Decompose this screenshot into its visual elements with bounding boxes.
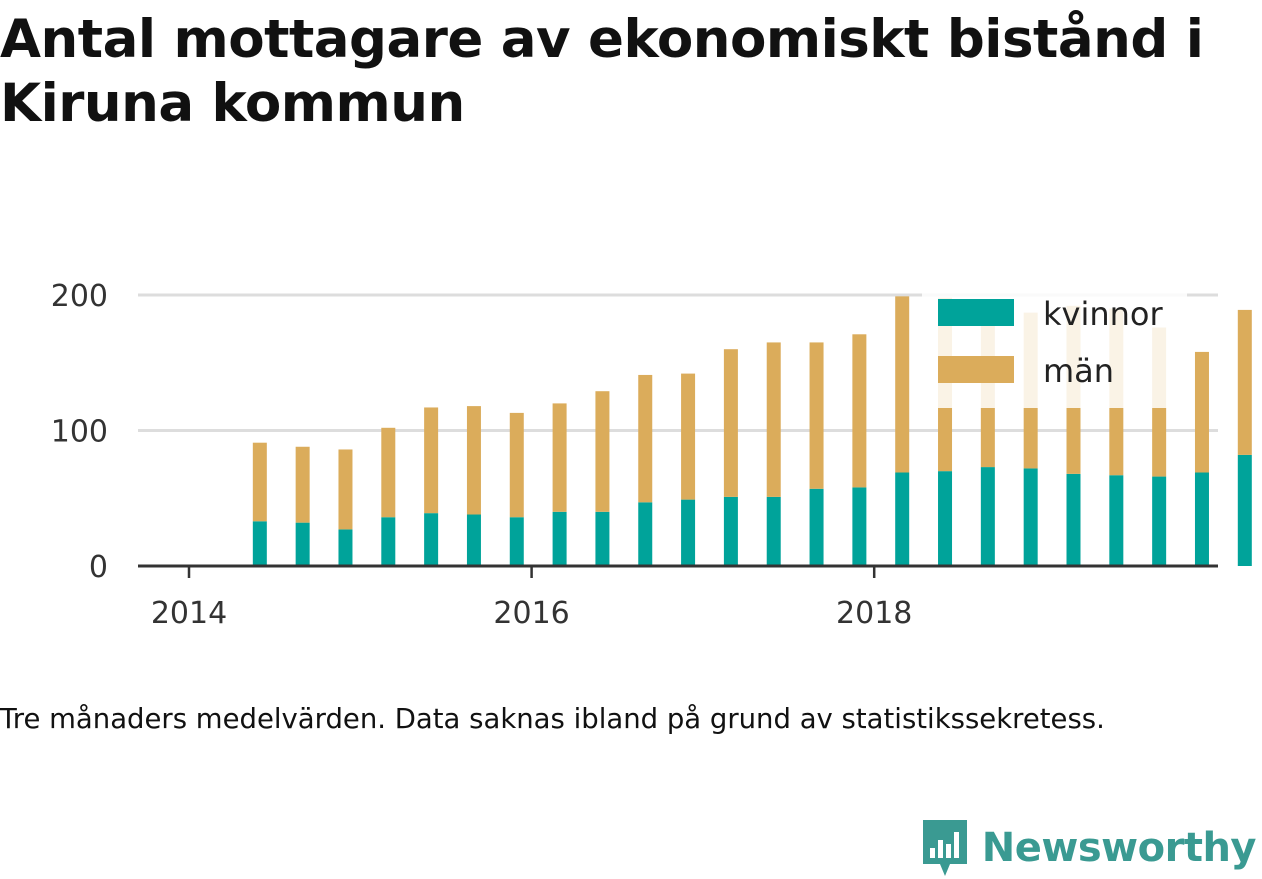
bar-man [1237,309,1252,455]
bar-man [552,403,567,512]
bar-man [252,442,267,522]
bar-man [424,407,439,514]
bar-man [338,449,353,530]
bar-kvinnor [252,521,267,566]
bar-kvinnor [938,471,953,566]
legend-swatch [938,356,1014,383]
y-tick-label: 0 [89,550,108,585]
bar-man [852,334,867,488]
bar-man [509,412,524,518]
bar-kvinnor [723,496,738,566]
bar-kvinnor [466,514,481,566]
bar-man [1194,351,1209,473]
bar-kvinnor [1109,475,1124,566]
x-tick-label: 2018 [836,596,912,631]
bar-kvinnor [424,513,439,566]
newsworthy-logo-icon [922,820,967,876]
bar-kvinnor [1194,472,1209,566]
x-tick-label: 2016 [493,596,569,631]
bar-man [295,446,310,523]
bar-man [809,342,824,489]
bar-kvinnor [595,511,610,566]
bar-kvinnor [809,488,824,566]
bar-kvinnor [1023,468,1038,566]
y-tick-label: 100 [51,415,108,450]
bar-kvinnor [381,517,396,566]
brand-logo: Newsworthy [920,818,1257,878]
brand-name: Newsworthy [981,825,1257,871]
bar-kvinnor [852,487,867,566]
bar-kvinnor [1152,476,1167,566]
bar-kvinnor [552,511,567,566]
stacked-bar-chart: 0100200201420162018202120232025kvinnormä… [51,279,1252,631]
legend-swatch [938,299,1014,326]
bar-man [723,349,738,497]
bar-man [638,374,653,503]
chart-title: Antal mottagare av ekonomiskt bistånd i … [0,9,1204,134]
legend-label: män [1043,352,1114,390]
legend-label: kvinnor [1043,295,1164,333]
bar-kvinnor [509,517,524,566]
bar-kvinnor [766,496,781,566]
bar-man [381,427,396,518]
bar-kvinnor [295,522,310,566]
bar-man [895,296,910,473]
bar-kvinnor [338,529,353,566]
bar-kvinnor [1066,473,1081,566]
bar-kvinnor [980,467,995,566]
bar-kvinnor [1237,454,1252,566]
y-tick-label: 200 [51,279,108,314]
bar-man [766,342,781,497]
bar-kvinnor [895,472,910,566]
bar-man [466,406,481,515]
chart-caption: Tre månaders medelvärden. Data saknas ib… [0,703,1105,735]
bar-kvinnor [638,502,653,566]
x-tick-label: 2014 [151,596,227,631]
bar-kvinnor [681,499,696,566]
bar-man [681,373,696,500]
bar-man [595,391,610,512]
